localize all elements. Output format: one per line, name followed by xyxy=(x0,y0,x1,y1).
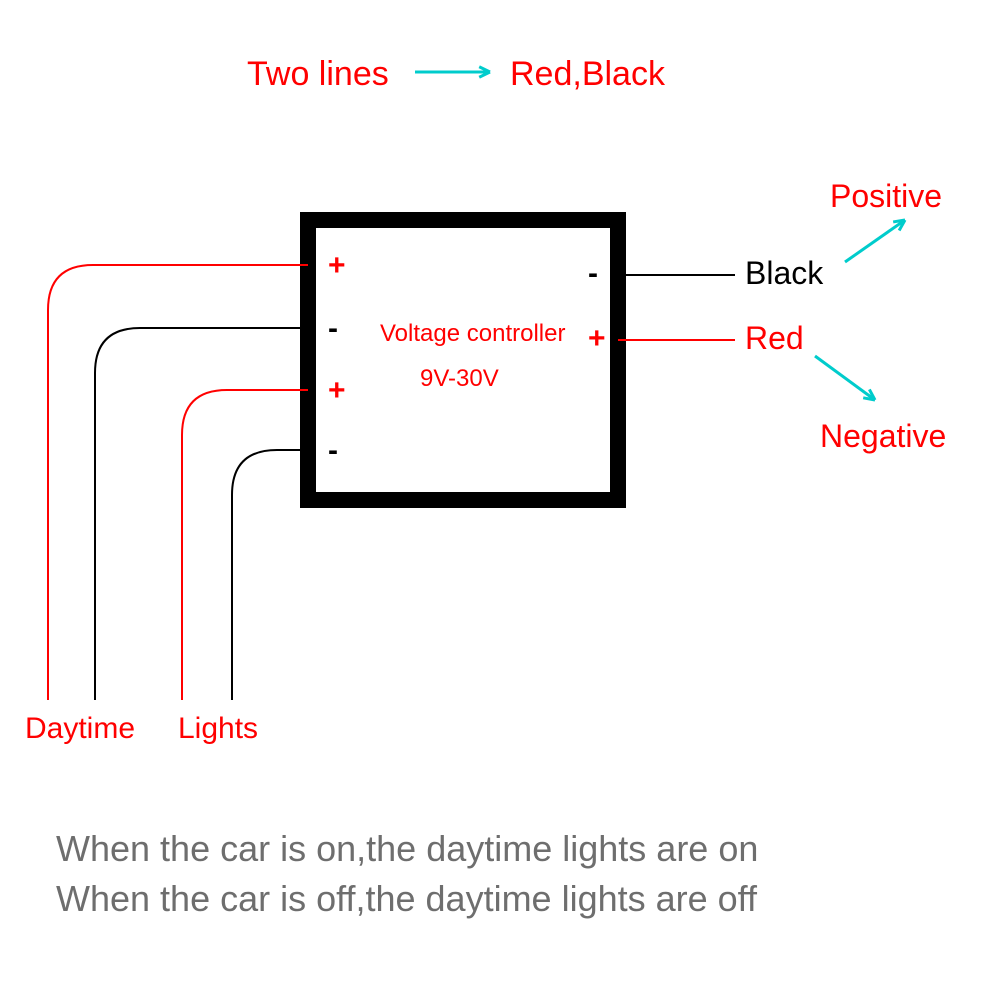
left-wires-group xyxy=(48,265,308,700)
right-wires-group xyxy=(618,275,735,340)
wire-label-black: Black xyxy=(745,255,823,292)
svg-text:+: + xyxy=(588,322,606,355)
footer-line-1: When the car is on,the daytime lights ar… xyxy=(56,828,758,870)
title-part2: Red,Black xyxy=(510,55,665,94)
negative-label: Negative xyxy=(820,418,946,455)
right-arrows-group xyxy=(815,220,905,400)
controller-box xyxy=(308,220,618,500)
svg-text:-: - xyxy=(328,434,338,467)
title-arrow xyxy=(415,67,490,77)
right-terminals: -+ xyxy=(588,257,606,355)
svg-text:-: - xyxy=(328,312,338,345)
title-part1: Two lines xyxy=(247,55,389,94)
controller-label-2: 9V-30V xyxy=(420,365,499,393)
wire-label-red: Red xyxy=(745,320,804,357)
svg-text:+: + xyxy=(328,374,346,407)
positive-label: Positive xyxy=(830,178,942,215)
lights-label: Lights xyxy=(178,712,258,746)
footer-line-2: When the car is off,the daytime lights a… xyxy=(56,878,757,920)
svg-text:-: - xyxy=(588,257,598,290)
controller-label-1: Voltage controller xyxy=(380,320,565,348)
left-terminals: + - + - xyxy=(328,249,346,467)
svg-text:+: + xyxy=(328,249,346,282)
daytime-label: Daytime xyxy=(25,712,135,746)
